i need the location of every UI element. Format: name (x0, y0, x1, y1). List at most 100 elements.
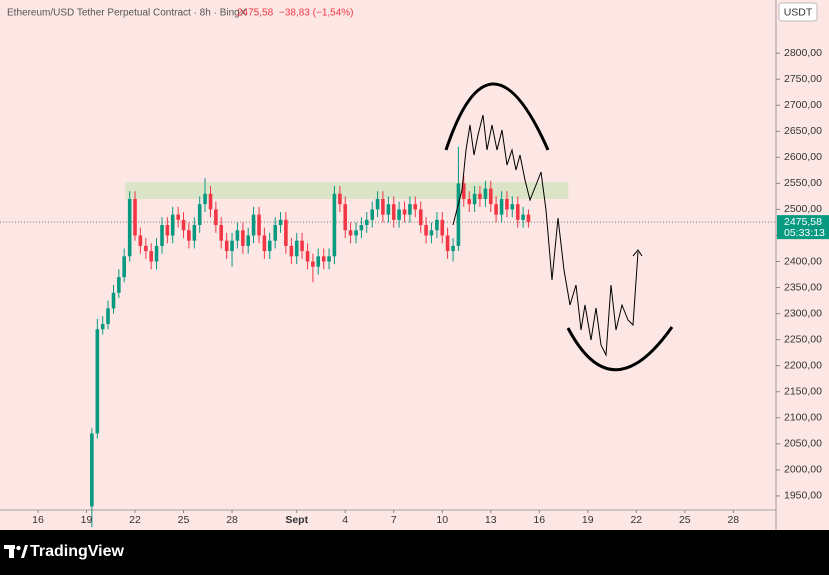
y-tick-label: 2050,00 (784, 438, 822, 450)
candles (90, 146, 531, 528)
currency[interactable]: USDT (784, 6, 813, 18)
arrow-head (632, 249, 643, 257)
x-tick-label: 19 (81, 514, 93, 526)
candle-body (348, 230, 353, 236)
plot-bg (0, 0, 829, 530)
candle-body (370, 209, 375, 220)
projection-path (452, 114, 639, 357)
candle-body (160, 225, 164, 246)
y-tick-label: 2650,00 (784, 125, 822, 137)
candle-body (440, 219, 445, 236)
candle-body (510, 204, 515, 210)
candle-body (192, 225, 197, 241)
candle-body (402, 209, 407, 215)
x-tick-label: 16 (32, 514, 44, 526)
candle-body (418, 209, 423, 226)
y-tick-label: 2150,00 (784, 386, 822, 398)
candle-body (408, 204, 412, 215)
candle-body (483, 188, 488, 199)
candle-body (170, 214, 175, 236)
candle-body (391, 204, 396, 220)
x-tick-label: 28 (727, 514, 739, 526)
candle-body (181, 219, 186, 231)
candle-body (117, 277, 121, 293)
x-tick-label: 7 (391, 514, 397, 526)
last-price-box (777, 215, 829, 240)
brand: TradingView (30, 543, 125, 560)
x-tick-label: 4 (342, 514, 348, 526)
candle-body (289, 245, 294, 257)
y-tick-label: 2750,00 (784, 73, 822, 85)
candle-body (122, 256, 126, 278)
x-tick-label: 22 (630, 514, 642, 526)
candle-body (478, 193, 482, 199)
candle-body (364, 219, 369, 226)
candle-body (413, 204, 418, 210)
candle-body (305, 251, 310, 262)
candle-body (494, 204, 498, 215)
x-tick-label: 16 (533, 514, 545, 526)
candle-body (461, 183, 466, 199)
axes: 1950,00 2000,00 2050,00 2100,00 2150,00 2200,… (32, 47, 829, 526)
candle-body (375, 198, 380, 210)
candle-body (203, 193, 207, 205)
y-tick-label: 2700,00 (784, 99, 822, 111)
candle-body (214, 209, 218, 226)
header-change: −38,83 (−1,54%) (279, 8, 354, 19)
candle-body (241, 230, 245, 246)
y-tick-label: 2400,00 (784, 255, 822, 267)
currency-box[interactable] (778, 2, 818, 22)
candle-body (499, 198, 504, 215)
candle-body (526, 214, 531, 223)
candle-body (95, 329, 100, 434)
candle-body (197, 204, 202, 226)
candle-body (262, 235, 267, 252)
candle-body (230, 240, 234, 252)
candle-body (106, 308, 110, 325)
candle-body (294, 240, 299, 257)
drawings (444, 82, 674, 372)
y-tick-label: 1950,00 (784, 490, 822, 502)
candle-body (332, 193, 337, 257)
candle-body (381, 198, 385, 215)
candle-body (149, 251, 153, 262)
y-tick-label: 2300,00 (784, 307, 822, 319)
candle-body (176, 214, 180, 220)
candle-body (133, 198, 137, 236)
candle-body (219, 225, 224, 241)
candle-body (429, 230, 434, 236)
candle-body (100, 324, 105, 330)
y-tick-label: 2100,00 (784, 412, 822, 424)
candle-body (321, 256, 326, 262)
last-price-label: 2475,58 (784, 216, 822, 228)
header-price: 2475,58 (237, 8, 274, 19)
candle-body (397, 209, 401, 220)
candle-body (445, 235, 450, 252)
candle-body (354, 230, 358, 236)
x-tick-label: 22 (129, 514, 141, 526)
y-tick-label: 2200,00 (784, 359, 822, 371)
candle-body (224, 240, 229, 252)
candle-body (154, 245, 159, 262)
y-tick-label: 2800,00 (784, 47, 822, 59)
candle-body (111, 292, 116, 309)
candle-body (521, 214, 525, 220)
candle-body (456, 183, 461, 246)
footer-bar (0, 530, 829, 575)
x-tick-label: 25 (178, 514, 190, 526)
y-tick-label: 2600,00 (784, 151, 822, 163)
candle-body (515, 204, 520, 220)
candle-body (327, 256, 331, 262)
candle-body (90, 433, 94, 507)
x-tick-label: 13 (485, 514, 497, 526)
candle-body (316, 256, 321, 267)
candle-body (267, 240, 272, 252)
logo-dot (16, 545, 21, 551)
candle-body (424, 225, 428, 236)
logo-slash (21, 545, 28, 558)
countdown: 05:33:13 (784, 227, 825, 239)
x-tick-label: 28 (226, 514, 238, 526)
candle-body (359, 225, 364, 231)
